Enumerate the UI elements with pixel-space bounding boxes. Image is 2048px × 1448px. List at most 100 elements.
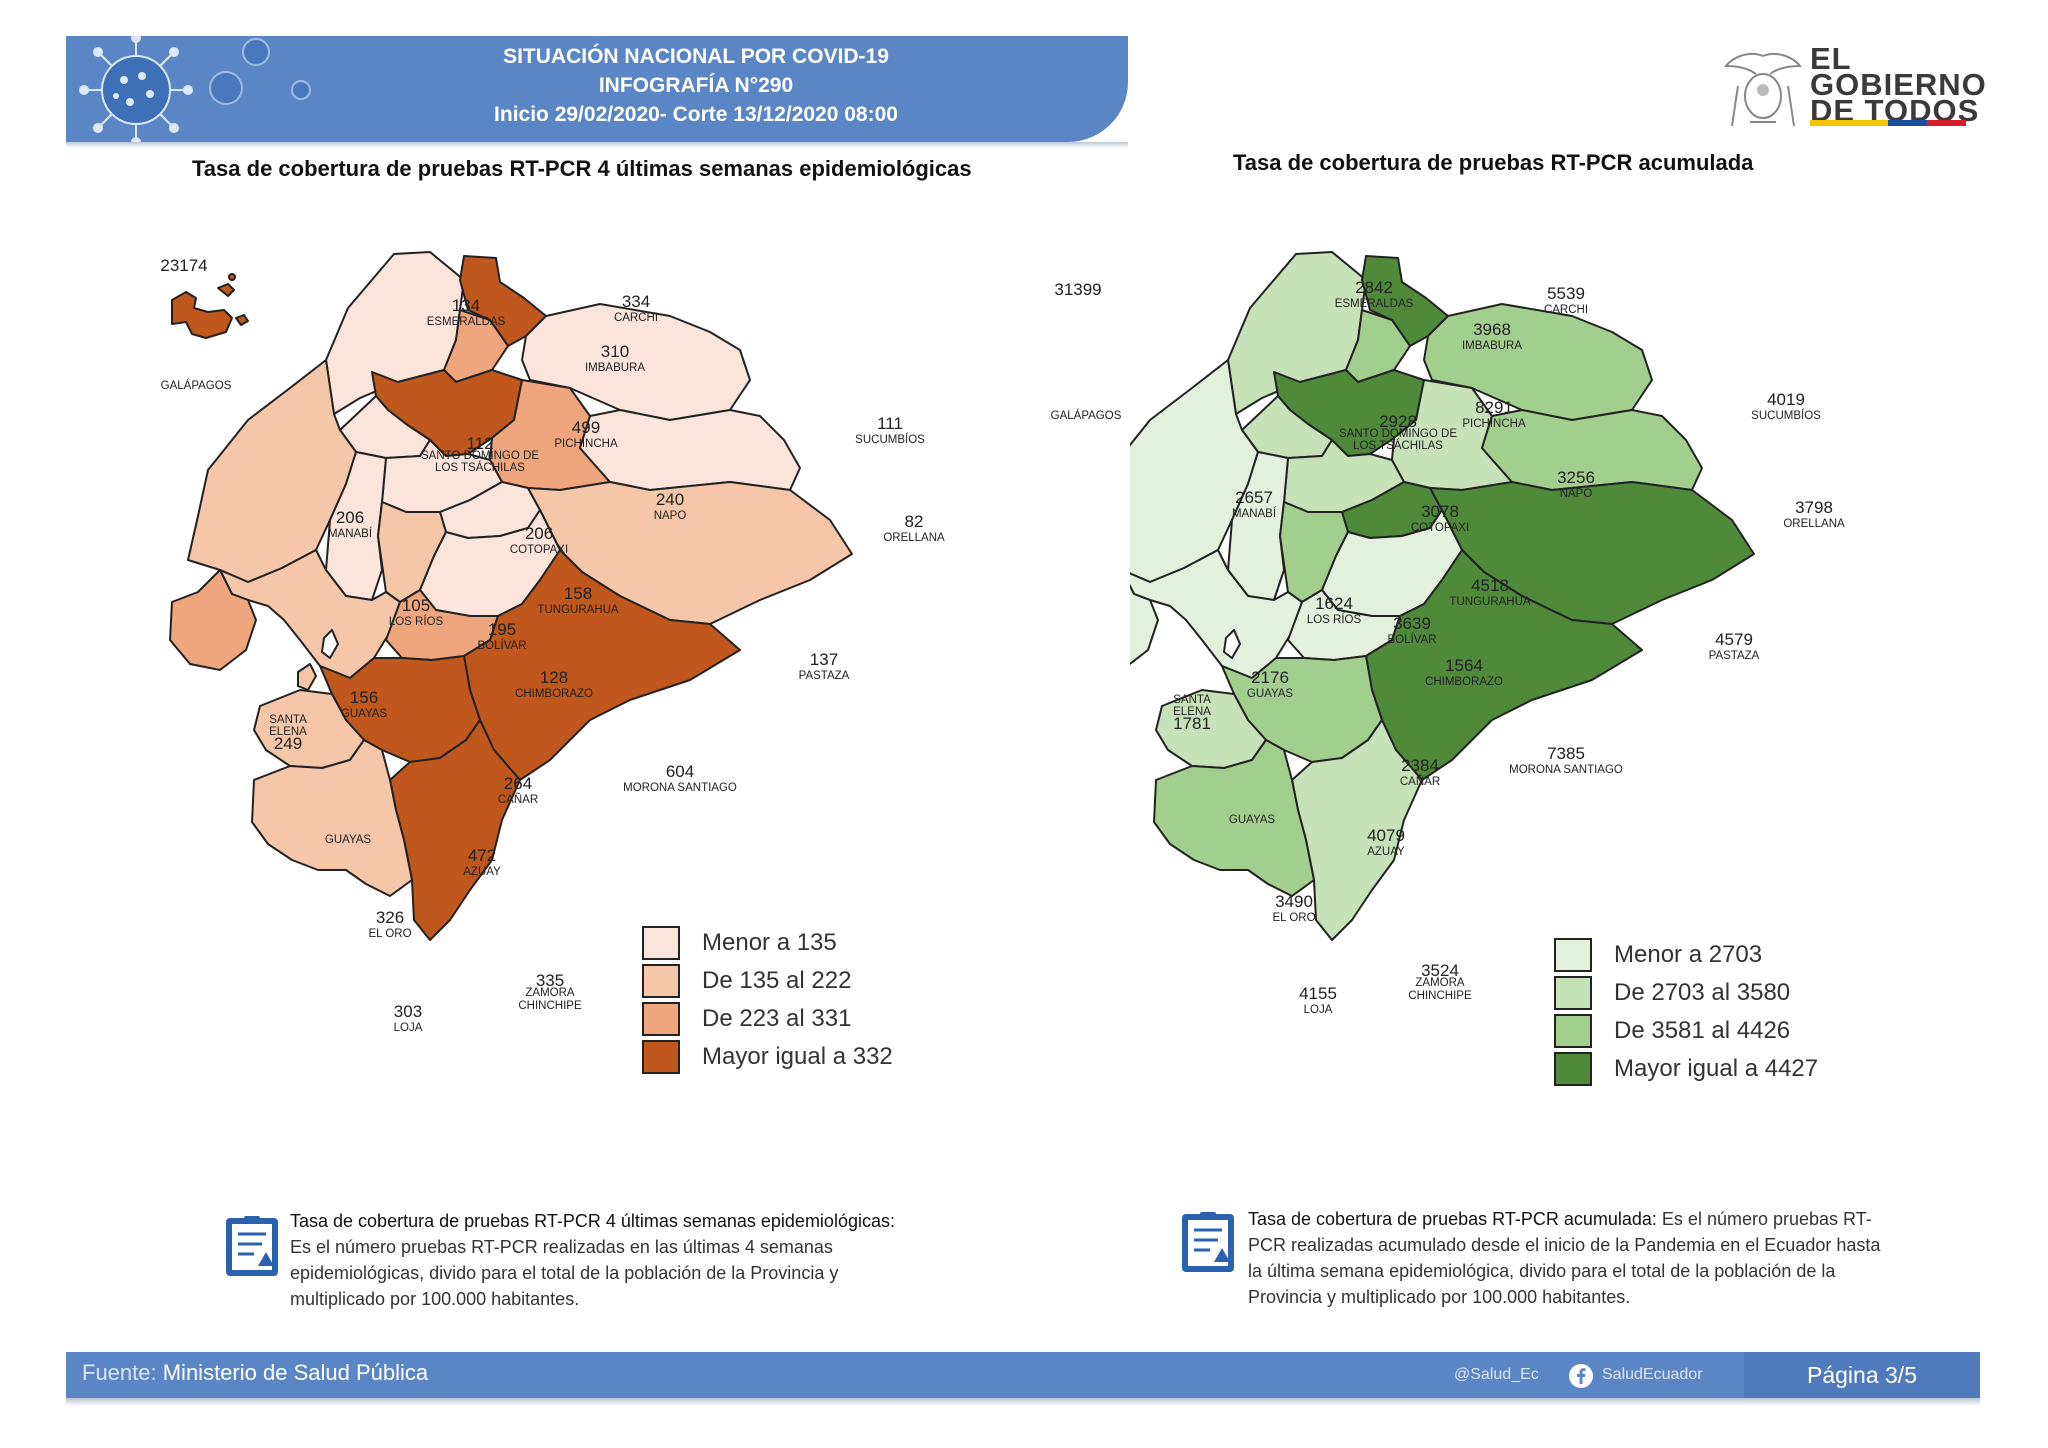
clipboard-icon	[1182, 1212, 1234, 1272]
orellana-label: 3798 ORELLANA	[1783, 498, 1845, 530]
cotopaxi-label: 206 COTOPAXI	[509, 524, 569, 556]
santa-elena-label: SANTA ELENA 1781	[1173, 694, 1211, 733]
bolivar-label: 3639 BOLÍVAR	[1387, 614, 1437, 646]
facebook-icon[interactable]	[1568, 1363, 1594, 1389]
page-number: Página 3/5	[1744, 1352, 1980, 1398]
los-rios-label: 1624 LOS RÍOS	[1306, 594, 1362, 626]
azuay-label: 472 AZUAY	[463, 846, 501, 878]
los-rios-label: 105 LOS RÍOS	[388, 596, 444, 628]
carchi-label: 334 CARCHI	[613, 292, 659, 324]
el-oro-label: 326 EL ORO	[368, 908, 412, 940]
chimborazo-label: 1564 CHIMBORAZO	[1425, 656, 1503, 688]
virus-icon	[79, 36, 311, 142]
right-map-title: Tasa de cobertura de pruebas RT-PCR acum…	[1233, 150, 1754, 175]
right-map-svg	[1130, 251, 1755, 941]
left-note-body: Es el número pruebas RT-PCR realizadas e…	[290, 1237, 839, 1309]
legend-label: Menor a 2703	[1614, 941, 1763, 968]
footer-source: Fuente: Ministerio de Salud Pública	[82, 1360, 428, 1386]
province-santa-elena	[169, 569, 257, 671]
chimborazo-label: 128 CHIMBORAZO	[515, 668, 593, 700]
manabi-label: 2657 MANABÍ	[1231, 488, 1277, 520]
clipboard-icon	[226, 1216, 278, 1276]
legend-swatch	[1554, 938, 1592, 972]
guayas-label: 156 GUAYAS	[340, 688, 388, 720]
loja-label: 4155 LOJA	[1299, 984, 1337, 1016]
logo-line-2: GOBIERNO	[1810, 67, 1987, 102]
galapagos-island	[235, 314, 249, 326]
legend-item: De 2703 al 3580	[1554, 974, 1818, 1012]
legend-label: De 223 al 331	[702, 1005, 852, 1032]
galapagos-name-label: GALÁPAGOS	[160, 380, 232, 392]
legend-label: Mayor igual a 4427	[1614, 1055, 1819, 1082]
tungurahua-label: 158 TUNGURAHUA	[537, 584, 619, 616]
imbabura-label: 3968 IMBABURA	[1461, 320, 1523, 352]
legend-item: Mayor igual a 4427	[1554, 1050, 1818, 1088]
loja-label: 303 LOJA	[393, 1002, 423, 1034]
logo-line-1: EL	[1810, 41, 1852, 76]
legend-label: De 3581 al 4426	[1614, 1017, 1791, 1044]
guayas-island	[1223, 629, 1241, 659]
legend-label: Menor a 135	[702, 929, 837, 956]
el-oro-label: 3490 EL ORO	[1272, 892, 1316, 924]
galapagos-island	[228, 273, 236, 281]
header-date-range: Inicio 29/02/2020- Corte 13/12/2020 08:0…	[494, 103, 898, 126]
province-santa-elena	[1130, 583, 1159, 666]
legend-swatch	[642, 1040, 680, 1074]
province-orellana	[1481, 409, 1703, 491]
right-note-title: Tasa de cobertura de pruebas RT-PCR acum…	[1248, 1209, 1657, 1229]
santa-elena-label: SANTA ELENA 249	[269, 714, 307, 753]
right-note-body: Es el número pruebas RT-PCR realizadas a…	[1248, 1209, 1881, 1307]
canar-label: 264 CAÑAR	[497, 774, 539, 806]
source-label: Fuente:	[82, 1360, 157, 1385]
left-definition-note: Tasa de cobertura de pruebas RT-PCR 4 úl…	[290, 1208, 930, 1312]
zamora-chinchipe-label: 335 ZAMORA CHINCHIPE	[518, 971, 582, 1012]
legend-label: De 2703 al 3580	[1614, 979, 1791, 1006]
esmeraldas-label: 134 ESMERALDAS	[426, 296, 506, 328]
legend-swatch	[642, 1002, 680, 1036]
province-loja	[251, 739, 413, 897]
sucumbios-label: 111 SUCUMBÍOS	[855, 414, 925, 446]
left-map-svg	[169, 251, 853, 941]
legend-label: De 135 al 222	[702, 967, 852, 994]
napo-label: 3256 NAPO	[1557, 468, 1595, 500]
bolivar-label: 195 BOLÍVAR	[477, 620, 527, 652]
legend-swatch	[642, 926, 680, 960]
morona-santiago-label: 604 MORONA SANTIAGO	[623, 762, 737, 794]
carchi-label: 5539 CARCHI	[1543, 284, 1589, 316]
government-logo: EL GOBIERNO DE TODOS	[1718, 43, 1986, 130]
legend-item: Menor a 2703	[1554, 936, 1818, 974]
province-loja	[1153, 739, 1315, 897]
legend-swatch	[642, 964, 680, 998]
sucumbios-label: 4019 SUCUMBÍOS	[1751, 390, 1821, 422]
esmeraldas-label: 2842 ESMERALDAS	[1334, 278, 1414, 310]
cotopaxi-label: 3078 COTOPAXI	[1410, 502, 1470, 534]
legend-item: Menor a 135	[642, 924, 893, 962]
legend-swatch	[1554, 1052, 1592, 1086]
right-map: 31399 GALÁPAGOS 2842 ESMERALDAS 5539 CARCH…	[1051, 220, 2010, 1160]
santo-domingo-label: 2928 SANTO DOMINGO DE LOS TSÁCHILAS	[1339, 412, 1457, 452]
pastaza-label: 137 PASTAZA	[798, 650, 850, 682]
twitter-handle[interactable]: @Salud_Ec	[1454, 1366, 1539, 1383]
legend-item: De 3581 al 4426	[1554, 1012, 1818, 1050]
legend-item: De 135 al 222	[642, 962, 893, 1000]
galapagos-value-label: 31399	[1054, 280, 1102, 299]
imbabura-label: 310 IMBABURA	[584, 342, 646, 374]
guayas-gulf-label: GUAYAS	[1228, 814, 1276, 826]
right-legend: Menor a 2703 De 2703 al 3580 De 3581 al …	[1554, 936, 1818, 1088]
guayas-island	[321, 629, 339, 659]
napo-label: 240 NAPO	[653, 490, 687, 522]
santo-domingo-label: 112 SANTO DOMINGO DE LOS TSÁCHILAS	[421, 434, 539, 474]
legend-swatch	[1554, 1014, 1592, 1048]
legend-item: De 223 al 331	[642, 1000, 893, 1038]
footer-shadow	[66, 1398, 1980, 1406]
header-banner: SITUACIÓN NACIONAL POR COVID-19 INFOGRAF…	[66, 36, 1128, 142]
header-title: SITUACIÓN NACIONAL POR COVID-19	[503, 45, 889, 68]
guayas-island	[297, 663, 317, 691]
galapagos-island	[217, 283, 235, 297]
galapagos-name-label: GALÁPAGOS	[1050, 410, 1122, 422]
banner-shadow	[66, 142, 1128, 148]
source-value: Ministerio de Salud Pública	[162, 1360, 429, 1385]
manabi-label: 206 MANABÍ	[327, 508, 373, 540]
galapagos-island	[171, 291, 233, 339]
facebook-handle[interactable]: SaludEcuador	[1602, 1366, 1703, 1383]
